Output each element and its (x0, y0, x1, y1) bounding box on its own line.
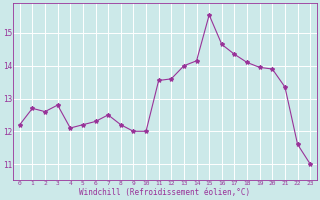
X-axis label: Windchill (Refroidissement éolien,°C): Windchill (Refroidissement éolien,°C) (79, 188, 251, 197)
